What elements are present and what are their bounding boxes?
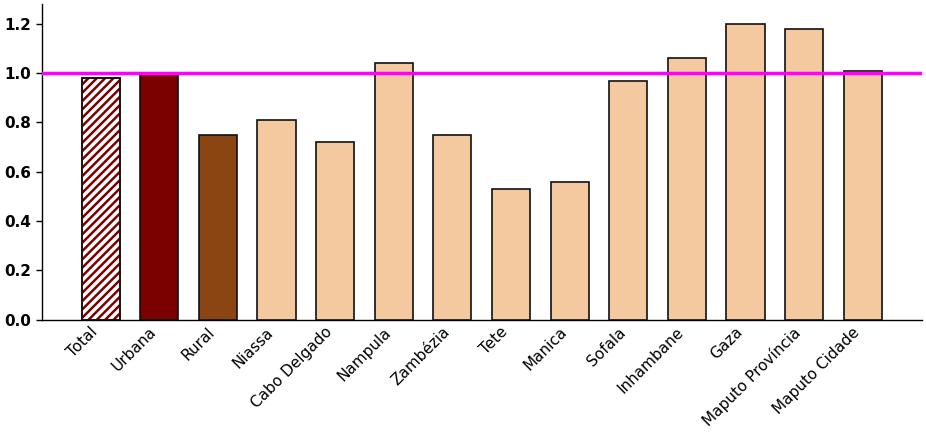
Bar xyxy=(81,78,119,320)
Bar xyxy=(81,78,119,320)
Bar xyxy=(257,120,295,320)
Bar xyxy=(140,73,179,320)
Bar xyxy=(199,135,237,320)
Bar xyxy=(316,142,355,320)
Bar xyxy=(375,63,413,320)
Bar xyxy=(785,29,823,320)
Bar xyxy=(609,81,647,320)
Bar xyxy=(492,189,530,320)
Bar xyxy=(844,71,882,320)
Bar xyxy=(551,181,589,320)
Bar xyxy=(727,24,765,320)
Bar xyxy=(668,58,706,320)
Bar xyxy=(433,135,471,320)
